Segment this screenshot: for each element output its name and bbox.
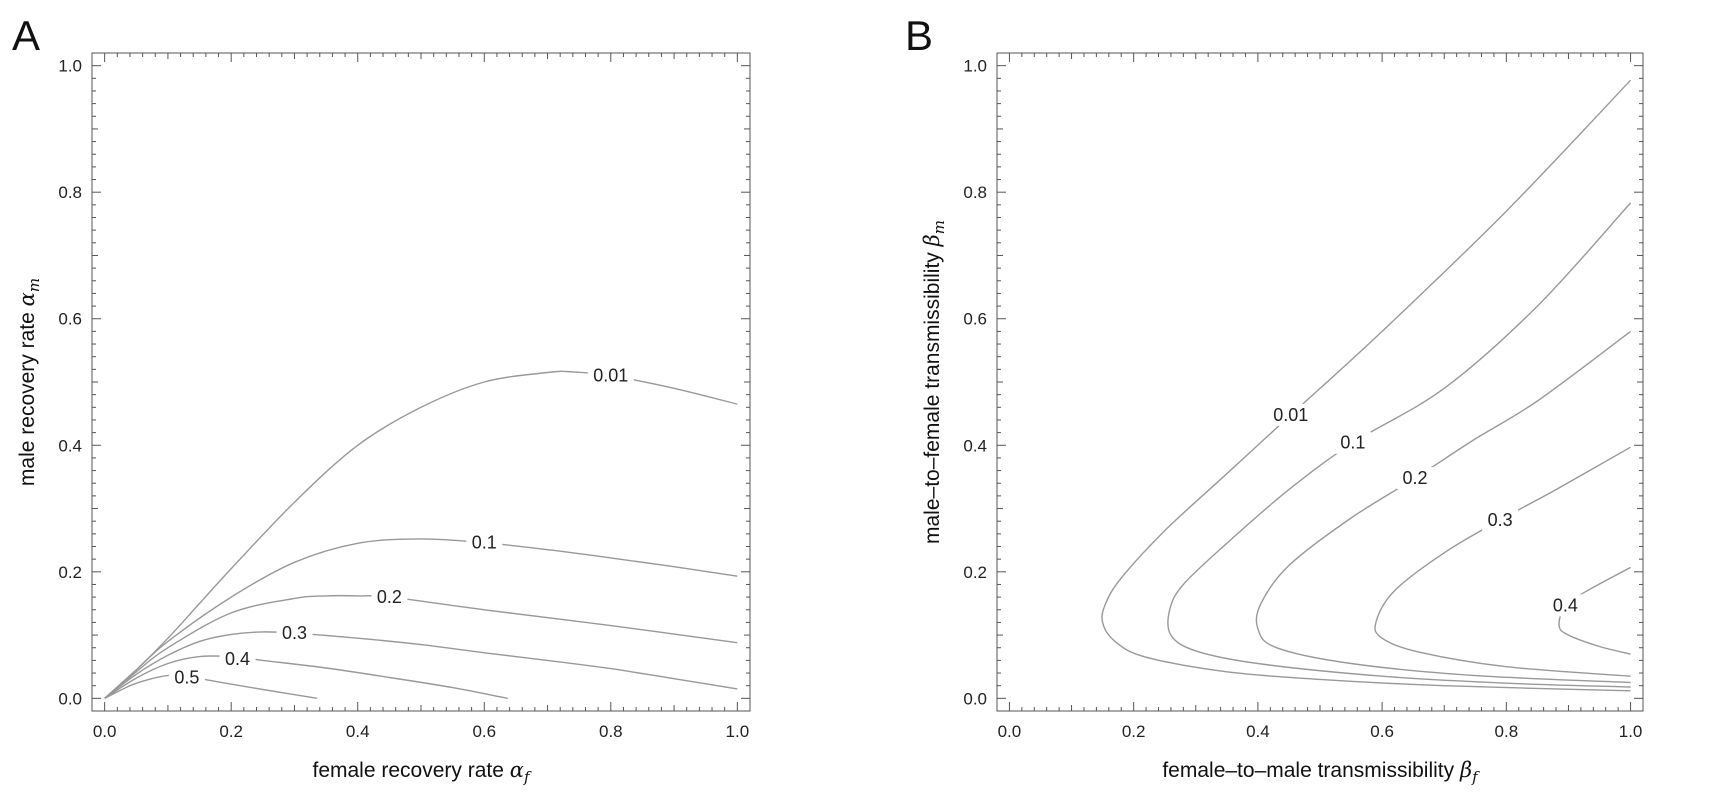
x-axis-title-text: female–to–male transmissibility <box>1162 759 1460 782</box>
y-tick-label: 0.6 <box>58 310 82 329</box>
y-axis-title-text: male recovery rate <box>16 306 39 486</box>
y-tick-label: 0.8 <box>58 183 82 202</box>
y-tick-label: 0.2 <box>58 563 82 582</box>
contour-label: 0.5 <box>174 667 199 687</box>
x-tick-label: 0.0 <box>998 722 1022 741</box>
contour-label: 0.3 <box>1488 510 1513 530</box>
y-tick-label: 0.2 <box>963 563 987 582</box>
contour-line-0.1 <box>104 538 738 699</box>
panel-letter: A <box>12 12 40 59</box>
y-axis-subscript: m <box>930 220 948 234</box>
x-tick-label: 0.6 <box>472 722 496 741</box>
x-tick-label: 0.4 <box>1246 722 1270 741</box>
contours <box>104 370 738 699</box>
x-tick-label: 0.8 <box>599 722 623 741</box>
contour-label: 0.4 <box>225 649 250 669</box>
contour-label: 0.1 <box>1340 433 1365 453</box>
y-tick-label: 0.0 <box>58 689 82 708</box>
contour-label: 0.01 <box>1273 405 1308 425</box>
x-axis-symbol: α <box>510 758 524 782</box>
y-tick-label: 1.0 <box>58 57 82 76</box>
y-axis-title: male recovery rate αm <box>15 278 43 486</box>
y-tick-label: 1.0 <box>963 57 987 76</box>
contour-line-0.2 <box>1255 330 1632 684</box>
x-tick-label: 0.8 <box>1495 722 1519 741</box>
ticks <box>997 53 1643 711</box>
x-axis-symbol: β <box>1459 758 1472 782</box>
contour-label: 0.4 <box>1553 595 1578 615</box>
panel-a: A 0.0 0.2 0.4 0.6 0.8 1.0 0.0 0.2 0.4 0.6 0.8 1.0 fem… <box>12 12 751 786</box>
contour-label: 0.01 <box>593 366 628 386</box>
contour-label: 0.1 <box>472 533 497 553</box>
contour-label-bg <box>1334 431 1371 454</box>
contour-label: 0.2 <box>1403 468 1428 488</box>
x-axis-title-text: female recovery rate <box>313 759 510 782</box>
y-axis-subscript: m <box>25 278 43 292</box>
contour-line-0.01 <box>1101 79 1632 692</box>
x-axis-title: female recovery rate αf <box>313 758 532 786</box>
contour-line-0.1 <box>1167 202 1632 688</box>
contour-label-bg <box>276 622 313 645</box>
y-tick-label: 0.0 <box>963 689 987 708</box>
contour-label-bg <box>1482 508 1519 531</box>
x-tick-label: 0.4 <box>346 722 370 741</box>
contour-label-bg <box>466 531 503 554</box>
y-tick-label: 0.8 <box>963 183 987 202</box>
x-tick-label: 0.0 <box>93 722 117 741</box>
contour-line-0.3 <box>104 631 738 699</box>
contour-line-0.4 <box>104 655 508 699</box>
contour-label-bg <box>219 648 256 671</box>
x-axis-subscript: f <box>523 768 532 786</box>
x-tick-label: 0.6 <box>1370 722 1394 741</box>
x-axis-title: female–to–male transmissibility βf <box>1162 758 1480 786</box>
contour-label-bg <box>1267 403 1314 426</box>
y-tick-label: 0.4 <box>963 436 987 455</box>
x-tick-label: 1.0 <box>1619 722 1643 741</box>
y-axis-title-text: male–to–female transmissibility <box>921 246 944 544</box>
contour-label-bg <box>1397 467 1434 490</box>
ticks <box>92 53 750 711</box>
contour-label-bg <box>1547 594 1584 617</box>
contour-label-bg <box>168 666 205 689</box>
contour-label-bg <box>371 586 408 609</box>
x-tick-label: 1.0 <box>726 722 750 741</box>
contour-label-bg <box>587 364 634 387</box>
contour-line-0.4 <box>1558 566 1631 655</box>
y-tick-label: 0.4 <box>58 436 82 455</box>
contours <box>1101 79 1632 692</box>
contour-line-0.3 <box>1374 446 1631 677</box>
plot-frame <box>996 52 1644 712</box>
panel-letter: B <box>905 12 933 59</box>
contour-label: 0.3 <box>282 623 307 643</box>
panel-b: B 0.0 0.2 0.4 0.6 0.8 1.0 0.0 0.2 0.4 0.6 0.8 1.0 fem… <box>905 12 1644 786</box>
contour-line-0.01 <box>104 370 738 699</box>
contour-line-0.2 <box>104 594 738 699</box>
y-axis-title: male–to–female transmissibility βm <box>920 220 948 544</box>
y-tick-label: 0.6 <box>963 310 987 329</box>
x-tick-label: 0.2 <box>1122 722 1146 741</box>
x-axis-subscript: f <box>1471 768 1480 786</box>
y-axis-symbol: β <box>920 234 944 247</box>
contour-label: 0.2 <box>377 587 402 607</box>
y-axis-symbol: α <box>15 292 39 306</box>
x-tick-label: 0.2 <box>219 722 243 741</box>
